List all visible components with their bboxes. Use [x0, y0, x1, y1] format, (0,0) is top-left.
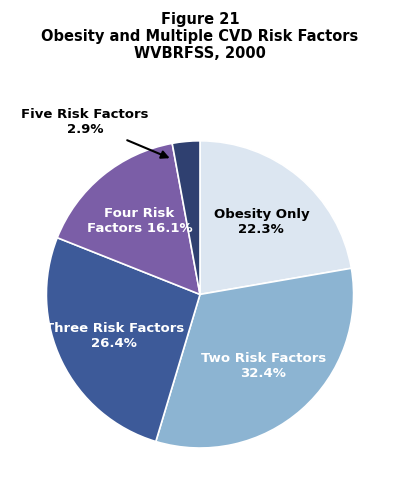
Text: WVBRFSS, 2000: WVBRFSS, 2000 [134, 46, 266, 61]
Wedge shape [57, 143, 200, 294]
Text: Four Risk
Factors 16.1%: Four Risk Factors 16.1% [87, 207, 192, 235]
Text: Three Risk Factors
26.4%: Three Risk Factors 26.4% [45, 322, 184, 350]
Wedge shape [156, 268, 354, 448]
Text: Figure 21: Figure 21 [161, 12, 239, 27]
Wedge shape [172, 141, 200, 294]
Text: Two Risk Factors
32.4%: Two Risk Factors 32.4% [200, 352, 326, 380]
Text: Five Risk Factors
2.9%: Five Risk Factors 2.9% [21, 108, 168, 158]
Text: Obesity and Multiple CVD Risk Factors: Obesity and Multiple CVD Risk Factors [41, 29, 359, 44]
Wedge shape [46, 238, 200, 442]
Text: Obesity Only
22.3%: Obesity Only 22.3% [214, 208, 309, 236]
Wedge shape [200, 141, 351, 294]
